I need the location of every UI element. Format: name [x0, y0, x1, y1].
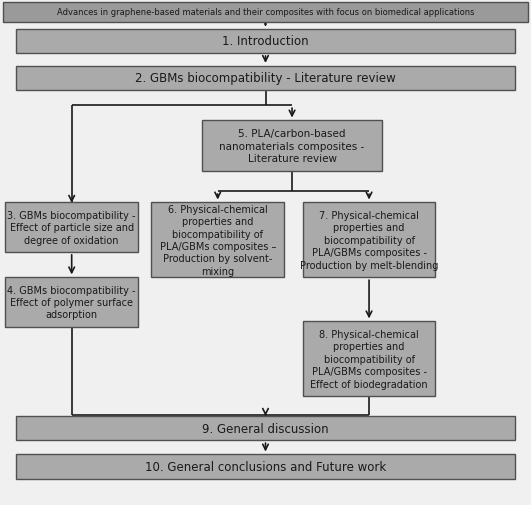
Text: 6. Physical-chemical
properties and
biocompatibility of
PLA/GBMs composites –
Pr: 6. Physical-chemical properties and bioc…	[159, 205, 276, 276]
Text: 2. GBMs biocompatibility - Literature review: 2. GBMs biocompatibility - Literature re…	[135, 72, 396, 85]
Text: 7. Physical-chemical
properties and
biocompatibility of
PLA/GBMs composites -
Pr: 7. Physical-chemical properties and bioc…	[300, 211, 438, 270]
Text: 9. General discussion: 9. General discussion	[202, 422, 329, 435]
FancyBboxPatch shape	[16, 416, 515, 440]
Text: 4. GBMs biocompatibility -
Effect of polymer surface
adsorption: 4. GBMs biocompatibility - Effect of pol…	[7, 285, 136, 320]
Text: Advances in graphene-based materials and their composites with focus on biomedic: Advances in graphene-based materials and…	[57, 8, 474, 17]
FancyBboxPatch shape	[16, 67, 515, 91]
Text: 5. PLA/carbon-based
nanomaterials composites -
Literature review: 5. PLA/carbon-based nanomaterials compos…	[219, 129, 365, 164]
FancyBboxPatch shape	[16, 30, 515, 54]
FancyBboxPatch shape	[303, 203, 435, 278]
FancyBboxPatch shape	[5, 278, 138, 327]
FancyBboxPatch shape	[151, 203, 284, 278]
FancyBboxPatch shape	[3, 3, 528, 23]
FancyBboxPatch shape	[5, 203, 138, 252]
FancyBboxPatch shape	[16, 454, 515, 479]
FancyBboxPatch shape	[202, 121, 382, 172]
Text: 8. Physical-chemical
properties and
biocompatibility of
PLA/GBMs composites -
Ef: 8. Physical-chemical properties and bioc…	[310, 329, 428, 389]
Text: 10. General conclusions and Future work: 10. General conclusions and Future work	[145, 460, 386, 473]
Text: 1. Introduction: 1. Introduction	[222, 35, 309, 48]
FancyBboxPatch shape	[303, 322, 435, 396]
Text: 3. GBMs biocompatibility -
Effect of particle size and
degree of oxidation: 3. GBMs biocompatibility - Effect of par…	[7, 211, 136, 245]
